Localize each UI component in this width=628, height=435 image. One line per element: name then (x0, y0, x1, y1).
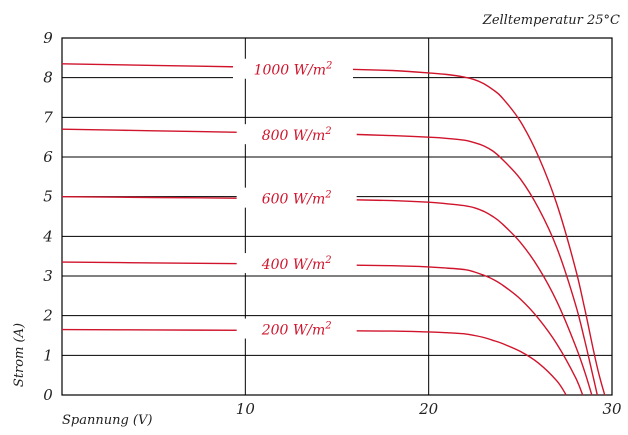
x-axis-label: Spannung (V) (62, 413, 152, 428)
x-tick-label: 10 (236, 400, 256, 418)
y-tick-label: 4 (42, 227, 53, 245)
curves (61, 63, 606, 396)
curve-label: 1000 W/m2 (254, 61, 333, 79)
curve-label-background (236, 253, 357, 274)
y-tick-label: 0 (43, 386, 53, 404)
curve-label-background (236, 187, 357, 208)
y-tick-label: 9 (43, 29, 53, 47)
y-tick-label: 2 (42, 307, 53, 325)
iv-curve-line (61, 63, 606, 396)
y-tick-label: 3 (43, 267, 53, 285)
y-tick-label: 5 (43, 188, 53, 206)
y-tick-label: 1 (43, 346, 53, 364)
curve-label: 200 W/m2 (261, 321, 332, 339)
curve-label-background (236, 124, 357, 145)
iv-curve-line (61, 196, 593, 396)
y-tick-label: 8 (43, 69, 53, 87)
curve-label: 600 W/m2 (262, 190, 332, 208)
curve-label-background (233, 58, 353, 79)
cell-temperature-note: Zelltemperatur 25°C (482, 13, 620, 28)
curve-labels: 1000 W/m2 800 W/m2 600 W/m2 400 W/m2 200 W/m… (233, 58, 357, 339)
y-tick-labels: 0 1 2 3 4 5 6 7 8 9 (42, 29, 53, 404)
y-tick-label: 6 (43, 148, 53, 166)
x-tick-label: 30 (602, 400, 622, 418)
plot-frame (61, 37, 613, 396)
curve-label: 800 W/m2 (262, 126, 332, 144)
x-tick-label: 20 (418, 400, 439, 418)
curve-label: 400 W/m2 (261, 255, 332, 273)
curve-label-background (236, 318, 357, 339)
y-tick-label: 7 (43, 108, 53, 126)
grid (61, 37, 613, 396)
y-axis-label: Strom (A) (12, 323, 27, 387)
x-tick-labels: 10 20 30 (236, 400, 622, 418)
iv-curve-line (61, 328, 567, 396)
